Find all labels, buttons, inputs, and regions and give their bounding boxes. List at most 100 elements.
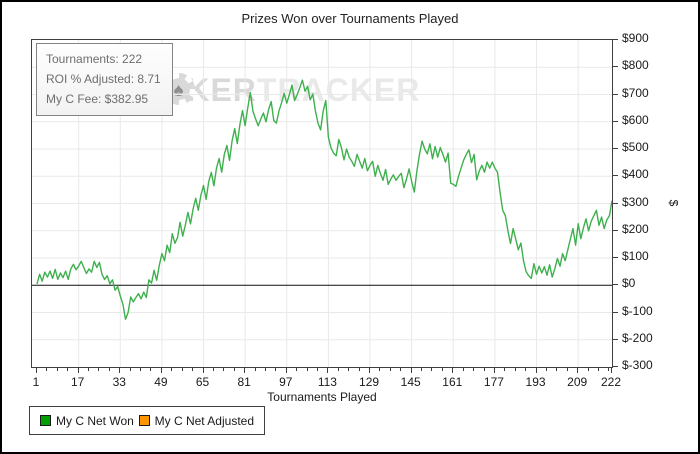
- x-axis-minor-tick: [545, 368, 547, 371]
- x-tick-label: 1: [32, 375, 40, 389]
- x-axis-minor-tick: [108, 368, 110, 371]
- y-tick-label: $0: [622, 276, 636, 291]
- stat-roi-adjusted: ROI % Adjusted: 8.71: [46, 72, 161, 86]
- x-axis-tick: [493, 368, 495, 373]
- x-axis-minor-tick: [431, 368, 433, 371]
- stat-my-c-fee: My C Fee: $382.95: [46, 92, 149, 106]
- legend-label-net-won: My C Net Won: [56, 413, 134, 428]
- x-axis-minor-tick: [316, 368, 318, 371]
- x-axis-minor-tick: [597, 368, 599, 371]
- y-tick-label: $-200: [622, 330, 653, 345]
- y-tick-label: $100: [622, 249, 649, 263]
- y-axis-tick: [613, 366, 618, 367]
- x-axis-minor-tick: [483, 368, 485, 371]
- x-tick-label: 33: [112, 375, 126, 389]
- x-axis-tick: [452, 368, 454, 373]
- x-axis-minor-tick: [556, 368, 558, 371]
- y-axis-tick: [613, 284, 618, 286]
- y-axis-tick: [613, 39, 618, 40]
- net-adjusted-swatch-icon: [138, 415, 150, 426]
- x-tick-label: 113: [317, 375, 337, 389]
- x-axis-minor-tick: [348, 368, 350, 371]
- x-tick-label: 17: [70, 375, 85, 389]
- x-axis-tick: [535, 368, 537, 373]
- x-axis-tick: [611, 368, 612, 373]
- x-axis-tick: [202, 368, 204, 373]
- x-axis-tick: [369, 368, 371, 373]
- x-tick-label: 81: [237, 375, 251, 389]
- legend-item-net-adjusted[interactable]: My C Net Adjusted: [138, 414, 254, 428]
- y-tick-label: $-100: [622, 303, 653, 318]
- x-tick-label: 65: [195, 375, 210, 389]
- y-tick-label: $200: [622, 221, 649, 236]
- x-tick-label: 129: [359, 375, 380, 389]
- x-tick-label: 49: [154, 375, 168, 389]
- plot-area[interactable]: P ♠ KER TRACKER: [31, 39, 613, 368]
- y-axis-tick: [613, 202, 618, 204]
- x-axis-minor-tick: [181, 368, 183, 371]
- x-axis-minor-tick: [171, 368, 173, 371]
- x-axis-minor-tick: [264, 368, 266, 371]
- x-axis-tick: [119, 368, 121, 373]
- y-axis-tick: [613, 257, 618, 258]
- x-axis-minor-tick: [462, 368, 464, 371]
- x-axis-minor-tick: [129, 368, 131, 371]
- y-tick-label: $-300: [622, 358, 653, 372]
- x-axis-tick: [160, 368, 162, 373]
- x-axis-minor-tick: [98, 368, 100, 371]
- x-axis-title: Tournaments Played: [267, 390, 377, 404]
- legend-item-net-won[interactable]: My C Net Won: [40, 414, 139, 428]
- x-tick-label: 177: [483, 375, 504, 389]
- watermark-text-tracker: TRACKER: [256, 72, 421, 108]
- x-axis-tick: [77, 368, 79, 373]
- x-axis-minor-tick: [358, 368, 360, 371]
- x-axis-minor-tick: [587, 368, 589, 371]
- x-axis-minor-tick: [254, 368, 256, 371]
- x-tick-label: 222: [600, 375, 622, 389]
- y-axis-tick: [613, 93, 618, 95]
- x-axis-minor-tick: [473, 368, 475, 371]
- x-axis-minor-tick: [275, 368, 277, 371]
- y-axis-tick: [613, 229, 618, 231]
- x-tick-label: 193: [525, 375, 546, 389]
- x-axis-minor-tick: [67, 368, 69, 371]
- x-axis-minor-tick: [514, 368, 516, 371]
- x-tick-label: 161: [442, 375, 463, 389]
- y-axis-tick: [613, 175, 618, 177]
- x-axis-minor-tick: [608, 368, 610, 371]
- x-tick-label: 145: [400, 375, 421, 389]
- x-axis-minor-tick: [192, 368, 194, 371]
- stats-info-box: Tournaments: 222 ROI % Adjusted: 8.71 My…: [36, 43, 173, 116]
- x-axis-tick: [285, 368, 287, 373]
- x-axis-minor-tick: [389, 368, 391, 371]
- x-axis-minor-tick: [566, 368, 568, 371]
- y-axis-tick: [613, 311, 618, 313]
- y-tick-label: $800: [622, 58, 649, 73]
- watermark-text-ker: KER: [186, 72, 257, 108]
- x-axis-minor-tick: [306, 368, 308, 371]
- x-axis-minor-tick: [150, 368, 152, 371]
- x-axis-minor-tick: [337, 368, 339, 371]
- y-axis-tick: [613, 148, 618, 149]
- pokertracker-watermark: P ♠ KER TRACKER: [162, 72, 420, 109]
- y-axis-tick: [613, 66, 618, 68]
- x-axis-tick: [244, 368, 246, 373]
- legend-box: My C Net Won My C Net Adjusted: [29, 406, 265, 435]
- x-axis-minor-tick: [46, 368, 48, 371]
- y-axis-tick: [613, 338, 618, 340]
- y-tick-label: $600: [622, 112, 649, 127]
- x-axis-minor-tick: [400, 368, 402, 371]
- net-won-swatch-icon: [40, 415, 51, 426]
- y-axis-tick: [613, 120, 618, 122]
- chart-svg: [32, 40, 612, 367]
- x-axis-tick: [36, 368, 37, 373]
- x-axis-minor-tick: [504, 368, 506, 371]
- x-axis-minor-tick: [56, 368, 58, 371]
- x-axis-minor-tick: [441, 368, 443, 371]
- x-axis-minor-tick: [223, 368, 225, 371]
- x-tick-label: 97: [279, 375, 293, 389]
- y-tick-label: $400: [622, 167, 649, 182]
- spade-glyph: ♠: [173, 80, 184, 101]
- y-tick-label: $300: [622, 194, 649, 209]
